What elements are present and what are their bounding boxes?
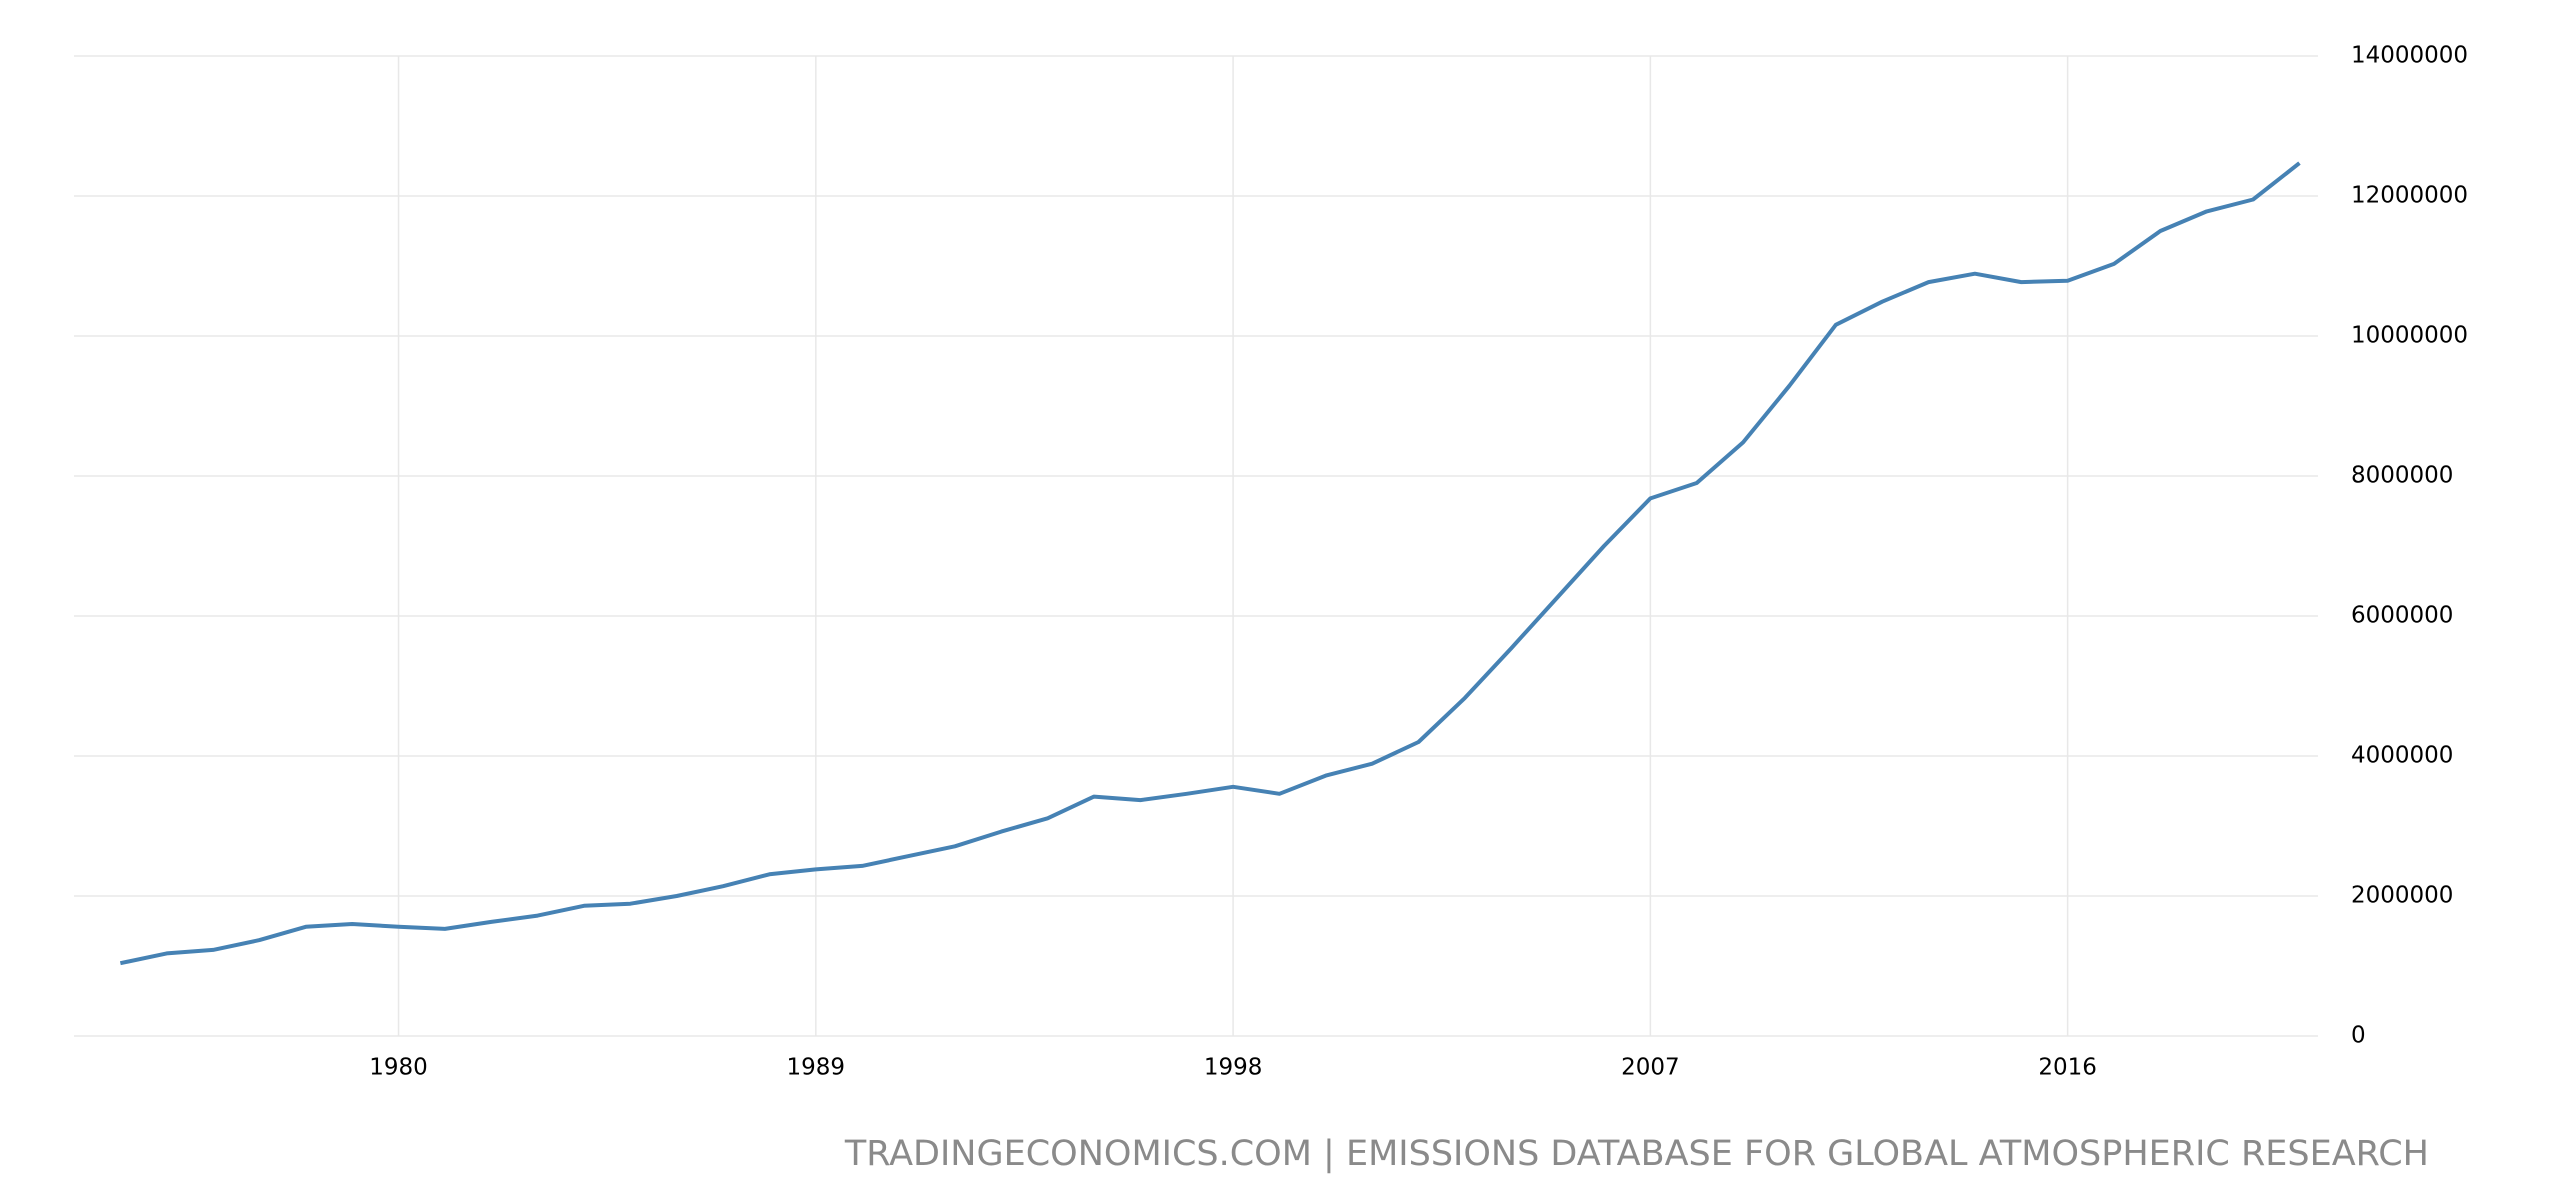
y-tick-label: 8000000 bbox=[2351, 463, 2453, 489]
data-line bbox=[119, 161, 2301, 966]
source: TRADINGECONOMICS.COM | EMISSIONS DATABAS… bbox=[844, 1134, 2429, 1174]
y-tick-label: 0 bbox=[2351, 1023, 2366, 1049]
x-tick-label: 1980 bbox=[369, 1055, 428, 1081]
y-tick-label: 6000000 bbox=[2351, 603, 2453, 629]
x-tick-label: 1989 bbox=[787, 1055, 846, 1081]
y-tick-label: 10000000 bbox=[2351, 323, 2468, 349]
y-tick-label: 2000000 bbox=[2351, 883, 2453, 909]
y-tick-label: 14000000 bbox=[2351, 43, 2468, 69]
x-tick-label: 2007 bbox=[1621, 1055, 1680, 1081]
y-tick-label: 4000000 bbox=[2351, 743, 2453, 769]
x-tick-label: 1998 bbox=[1204, 1055, 1263, 1081]
y-tick-label: 12000000 bbox=[2351, 183, 2468, 209]
x-tick-label: 2016 bbox=[2038, 1055, 2097, 1081]
